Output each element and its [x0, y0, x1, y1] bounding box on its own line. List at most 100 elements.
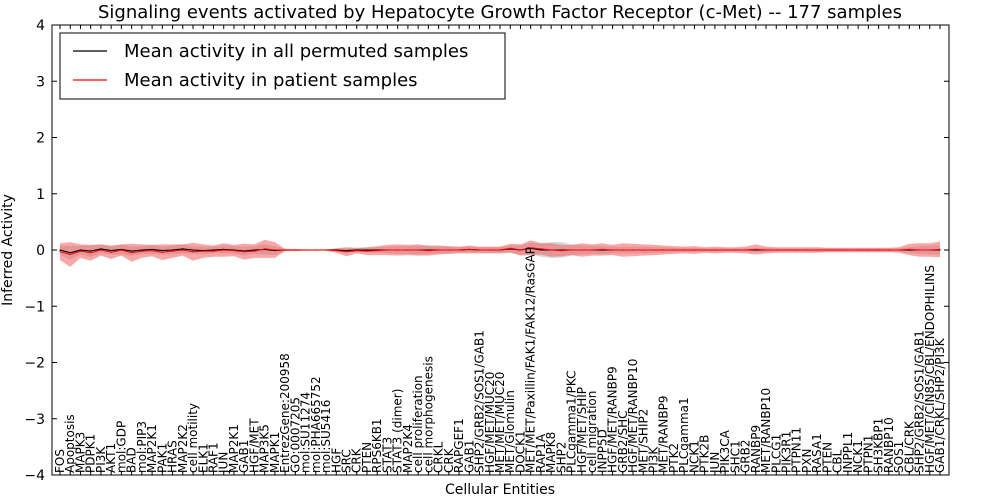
- point-permuted: [345, 250, 348, 252]
- point-patient: [448, 249, 450, 251]
- point-patient: [284, 249, 286, 251]
- x-tick-label: cell morphogenesis: [421, 356, 435, 473]
- x-tick-label: MET/Glomulin: [503, 390, 517, 473]
- point-patient: [458, 249, 460, 251]
- x-tick-label: CRKL: [432, 441, 446, 473]
- point-patient: [601, 248, 603, 250]
- point-permuted: [540, 249, 542, 251]
- x-tick-label: MAPK1: [268, 432, 282, 473]
- point-patient: [69, 253, 71, 256]
- x-tick-label: SH3KBP1: [872, 418, 886, 473]
- x-tick-label: GAB1: [462, 440, 476, 473]
- x-tick-label: SHP2/GRB2/SOS1/GAB1: [913, 330, 927, 473]
- point-patient: [427, 250, 429, 252]
- x-tick-label: mol:PHA665752: [309, 376, 323, 473]
- x-tick-label: GRB2: [739, 439, 753, 473]
- point-patient: [898, 249, 900, 251]
- point-patient: [519, 249, 522, 251]
- x-tick-label: PTPN1: [861, 435, 875, 473]
- point-permuted: [151, 248, 153, 250]
- point-permuted: [172, 249, 174, 251]
- y-tick-label: −2: [24, 356, 45, 372]
- point-patient: [59, 251, 61, 253]
- y-tick-label: 3: [36, 74, 45, 90]
- point-patient: [775, 249, 777, 251]
- point-patient: [417, 249, 419, 251]
- x-tick-label: AKT1: [104, 443, 118, 473]
- y-tick-label: 2: [36, 131, 45, 147]
- point-patient: [560, 250, 563, 252]
- point-patient: [192, 251, 194, 253]
- point-patient: [79, 250, 82, 252]
- point-patient: [826, 249, 829, 251]
- x-tick-label: BAD: [125, 447, 139, 473]
- x-tick-label: PIK3CA: [718, 429, 732, 473]
- x-axis: FOSApoptosisMAPK3PDPK1PI3KAKT1mol:GDPBAD…: [53, 25, 947, 475]
- point-patient: [509, 247, 511, 249]
- x-tick-label: MAP3K5: [258, 424, 272, 473]
- x-tick-label: HGF: [329, 448, 343, 473]
- x-tick-label: CRK: [350, 447, 364, 473]
- point-patient: [141, 250, 143, 252]
- x-tick-label: PLCgamma1/PKC: [565, 370, 579, 473]
- x-tick-label: RAP1A: [534, 433, 548, 473]
- point-patient: [847, 249, 849, 251]
- x-tick-label: mol:PIP3: [135, 421, 149, 473]
- point-patient: [243, 251, 245, 253]
- x-tick-label: MAPK3: [74, 432, 88, 473]
- x-tick-label: HGF/MET/RANBP10: [626, 359, 640, 473]
- y-axis: 4 3 2 1 0 −1 −2 −3 −4: [24, 18, 949, 484]
- x-tick-label: GO:0007205: [288, 397, 302, 473]
- x-tick-label: RAPGEF1: [452, 418, 466, 473]
- point-patient: [550, 249, 552, 251]
- x-tick-label: MAP2K1: [227, 424, 241, 473]
- point-permuted: [212, 249, 215, 251]
- point-patient: [816, 249, 818, 251]
- x-tick-label: HGF/MET/RANBP9: [606, 366, 620, 473]
- x-tick-label: cell migration: [585, 391, 599, 473]
- point-patient: [878, 249, 880, 251]
- x-tick-label: SHP2/GRB2/SOS1/GAB1: [473, 330, 487, 473]
- x-tick-label: MAPK8: [544, 432, 558, 473]
- point-patient: [253, 250, 255, 252]
- point-patient: [438, 249, 440, 251]
- x-tick-label: STAT3: [380, 437, 394, 473]
- legend-label-permuted: Mean activity in all permuted samples: [124, 41, 468, 62]
- point-patient: [120, 249, 122, 251]
- x-tick-label: EntrezGene:200958: [278, 353, 292, 473]
- point-patient: [110, 251, 112, 253]
- point-patient: [918, 249, 921, 251]
- x-tick-label: MET/MET/MUC20: [493, 372, 507, 473]
- x-tick-label: HGF/MET/CIN85/CBL/ENDOPHILINS: [923, 265, 937, 473]
- y-axis-label: Inferred Activity: [0, 194, 16, 306]
- x-tick-label: mol:GDP: [114, 421, 128, 473]
- point-patient: [857, 249, 859, 251]
- point-patient: [407, 249, 409, 251]
- point-patient: [325, 249, 327, 251]
- point-permuted: [366, 249, 368, 251]
- point-patient: [765, 249, 767, 251]
- x-tick-label: JUN: [217, 452, 231, 474]
- x-tick-label: MAP2K1: [145, 424, 159, 473]
- point-patient: [151, 250, 153, 252]
- point-patient: [888, 249, 890, 251]
- point-patient: [939, 248, 941, 250]
- point-patient: [714, 249, 716, 251]
- x-tick-label: PLCgamma1: [677, 397, 691, 473]
- point-patient: [212, 250, 215, 252]
- point-permuted: [110, 250, 112, 252]
- series-lines: [59, 247, 941, 256]
- point-patient: [724, 249, 726, 251]
- x-tick-label: CBL: [831, 449, 845, 473]
- x-tick-label: PIK3R1: [780, 431, 794, 473]
- point-patient: [540, 248, 542, 250]
- point-patient: [867, 249, 870, 251]
- point-patient: [386, 249, 388, 251]
- point-patient: [837, 249, 839, 251]
- x-tick-label: NCK1: [851, 440, 865, 473]
- x-tick-label: MET/RANBP9: [657, 396, 671, 473]
- point-patient: [264, 248, 266, 250]
- x-tick-label: MAP2K2: [176, 424, 190, 473]
- point-patient: [704, 249, 706, 251]
- x-tick-label: SOS1: [892, 441, 906, 473]
